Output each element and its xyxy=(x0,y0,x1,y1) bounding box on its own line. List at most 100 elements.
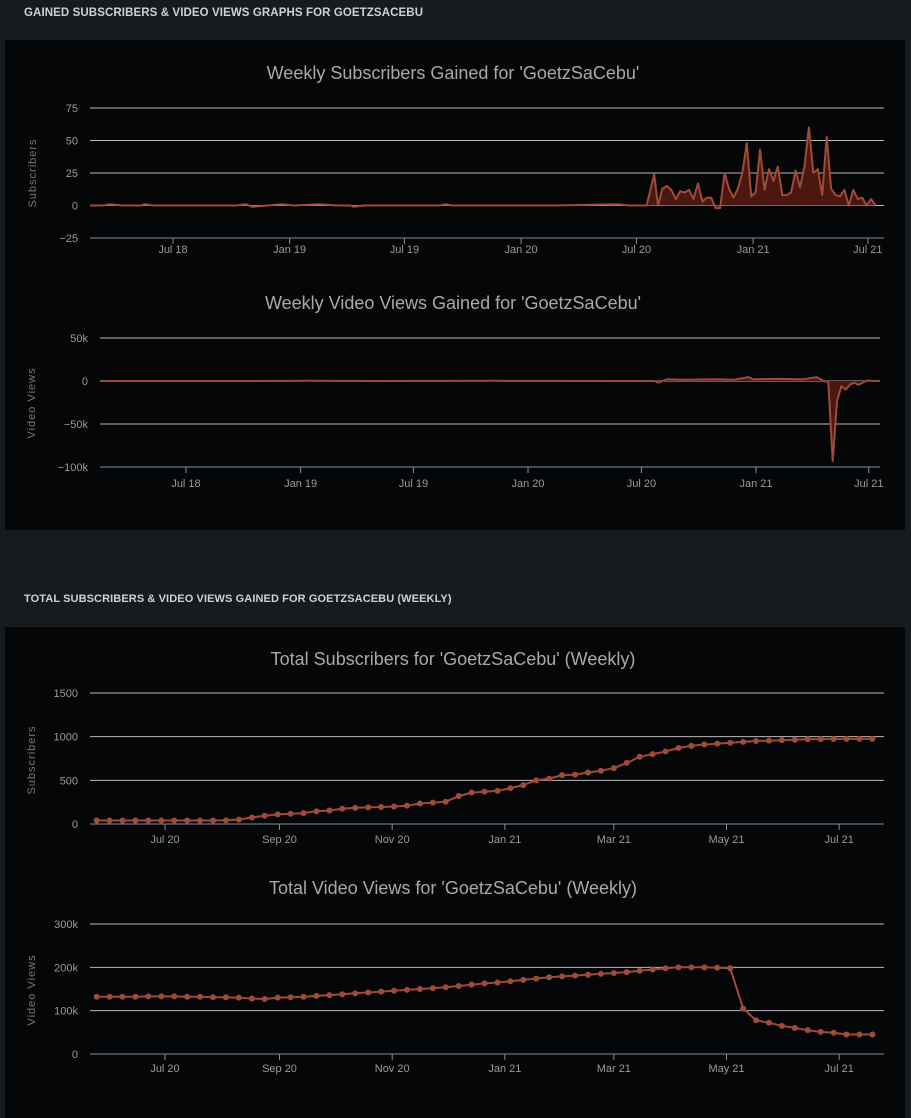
data-point[interactable] xyxy=(869,735,876,742)
data-point[interactable] xyxy=(313,992,320,999)
data-point[interactable] xyxy=(378,988,385,995)
data-point[interactable] xyxy=(753,738,760,745)
data-point[interactable] xyxy=(339,991,346,998)
data-point[interactable] xyxy=(727,965,734,972)
data-point[interactable] xyxy=(753,1017,760,1024)
data-point[interactable] xyxy=(714,964,721,971)
data-point[interactable] xyxy=(649,966,656,973)
data-point[interactable] xyxy=(132,993,139,1000)
data-point[interactable] xyxy=(326,807,333,814)
data-point[interactable] xyxy=(158,993,165,1000)
data-point[interactable] xyxy=(326,992,333,999)
data-point[interactable] xyxy=(533,777,540,784)
data-point[interactable] xyxy=(300,993,307,1000)
data-point[interactable] xyxy=(688,742,695,749)
data-point[interactable] xyxy=(287,994,294,1001)
data-point[interactable] xyxy=(610,969,617,976)
data-point[interactable] xyxy=(145,993,152,1000)
data-point[interactable] xyxy=(93,817,100,824)
data-point[interactable] xyxy=(778,737,785,744)
data-point[interactable] xyxy=(352,804,359,811)
data-point[interactable] xyxy=(727,739,734,746)
data-point[interactable] xyxy=(171,993,178,1000)
data-point[interactable] xyxy=(869,1031,876,1038)
data-point[interactable] xyxy=(248,814,255,821)
data-point[interactable] xyxy=(791,1025,798,1031)
data-point[interactable] xyxy=(675,964,682,971)
data-point[interactable] xyxy=(416,800,423,807)
data-point[interactable] xyxy=(365,989,372,996)
data-point[interactable] xyxy=(106,817,113,824)
data-point[interactable] xyxy=(300,810,307,817)
data-point[interactable] xyxy=(391,803,398,810)
data-point[interactable] xyxy=(804,1027,811,1034)
data-point[interactable] xyxy=(856,1031,863,1038)
data-point[interactable] xyxy=(584,769,591,776)
data-point[interactable] xyxy=(119,817,126,824)
data-point[interactable] xyxy=(662,748,669,755)
data-point[interactable] xyxy=(507,785,514,792)
data-point[interactable] xyxy=(507,978,514,985)
data-point[interactable] xyxy=(520,976,527,983)
data-point[interactable] xyxy=(688,964,695,971)
data-point[interactable] xyxy=(261,995,268,1002)
data-point[interactable] xyxy=(546,775,553,782)
data-point[interactable] xyxy=(93,993,100,1000)
data-point[interactable] xyxy=(817,736,824,743)
data-point[interactable] xyxy=(184,817,191,824)
data-point[interactable] xyxy=(778,1022,785,1029)
data-point[interactable] xyxy=(442,798,449,805)
data-point[interactable] xyxy=(765,737,772,744)
data-point[interactable] xyxy=(416,986,423,992)
data-point[interactable] xyxy=(765,1019,772,1026)
data-point[interactable] xyxy=(455,793,462,800)
data-point[interactable] xyxy=(649,751,656,758)
data-point[interactable] xyxy=(623,969,630,976)
data-point[interactable] xyxy=(856,735,863,742)
data-point[interactable] xyxy=(248,995,255,1002)
data-point[interactable] xyxy=(546,974,553,981)
data-point[interactable] xyxy=(494,787,501,794)
data-point[interactable] xyxy=(119,993,126,1000)
data-point[interactable] xyxy=(132,817,139,824)
data-point[interactable] xyxy=(533,975,540,982)
data-point[interactable] xyxy=(274,811,281,818)
data-point[interactable] xyxy=(662,965,669,972)
data-point[interactable] xyxy=(391,987,398,994)
data-point[interactable] xyxy=(572,771,579,778)
data-point[interactable] xyxy=(843,1031,850,1038)
data-point[interactable] xyxy=(804,736,811,743)
data-point[interactable] xyxy=(740,1005,747,1012)
data-point[interactable] xyxy=(584,971,591,978)
data-point[interactable] xyxy=(184,993,191,1000)
data-point[interactable] xyxy=(403,986,410,993)
data-point[interactable] xyxy=(261,812,268,819)
data-point[interactable] xyxy=(403,802,410,809)
data-point[interactable] xyxy=(481,788,488,795)
data-point[interactable] xyxy=(636,967,643,974)
data-point[interactable] xyxy=(830,736,837,743)
data-point[interactable] xyxy=(468,789,475,796)
data-point[interactable] xyxy=(352,990,359,997)
data-point[interactable] xyxy=(701,964,708,971)
data-point[interactable] xyxy=(559,973,566,980)
data-point[interactable] xyxy=(197,817,204,824)
data-point[interactable] xyxy=(817,1028,824,1035)
data-point[interactable] xyxy=(222,994,229,1001)
data-point[interactable] xyxy=(429,799,436,806)
data-point[interactable] xyxy=(442,984,449,991)
data-point[interactable] xyxy=(597,970,604,977)
data-point[interactable] xyxy=(429,985,436,992)
data-point[interactable] xyxy=(701,741,708,748)
data-point[interactable] xyxy=(210,817,217,824)
data-point[interactable] xyxy=(210,994,217,1001)
data-point[interactable] xyxy=(235,994,242,1001)
data-point[interactable] xyxy=(636,753,643,760)
data-point[interactable] xyxy=(106,993,113,1000)
data-point[interactable] xyxy=(339,805,346,812)
data-point[interactable] xyxy=(313,808,320,815)
data-point[interactable] xyxy=(843,735,850,742)
data-point[interactable] xyxy=(494,979,501,986)
data-point[interactable] xyxy=(197,993,204,1000)
data-point[interactable] xyxy=(675,745,682,752)
